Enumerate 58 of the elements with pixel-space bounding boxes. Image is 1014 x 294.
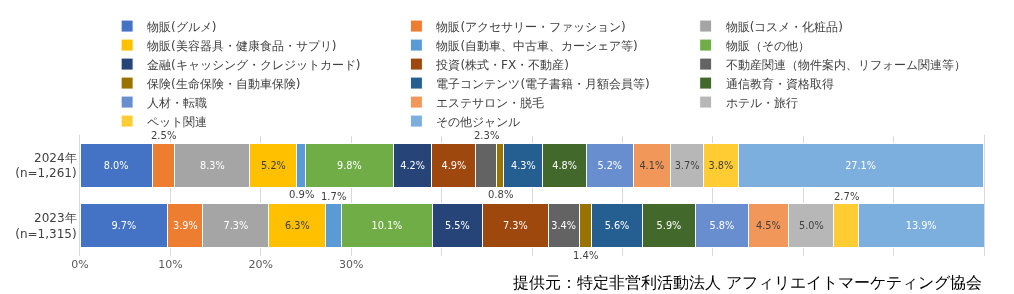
y-tick-label: 2024年 (n=1,261) <box>15 150 77 181</box>
legend-label: 通信教育・資格取得 <box>725 76 834 91</box>
data-label: 5.2% <box>261 159 286 171</box>
x-tick-label: 10% <box>158 258 183 271</box>
data-label: 8.3% <box>200 159 225 171</box>
data-label: 7.3% <box>502 220 528 232</box>
data-label: 9.8% <box>337 159 362 171</box>
data-label: 4.8% <box>552 159 577 171</box>
data-label: 4.9% <box>441 159 467 171</box>
legend-label: 物販(コスメ・化粧品) <box>725 19 844 34</box>
data-label: 3.9% <box>172 220 198 232</box>
data-label: 4.2% <box>400 159 426 171</box>
data-label: 10.1% <box>371 220 403 232</box>
legend-label: 人材・転職 <box>147 95 208 110</box>
data-label: 1.4% <box>573 250 599 261</box>
data-label: 5.8% <box>709 220 735 232</box>
legend-label: その他ジャンル <box>436 114 521 129</box>
legend-label: 物販(グルメ) <box>147 19 217 34</box>
data-label: 3.8% <box>708 159 734 171</box>
data-label: 5.2% <box>597 159 623 171</box>
legend-label: 物販(自動車、中古車、カーシェア等) <box>436 38 638 53</box>
legend-label: 保険(生命保険・自動車保険) <box>147 76 301 91</box>
x-tick-label: 0% <box>71 258 89 271</box>
text: 提供元：特定非営利活動法人 アフィリエイトマーケティング協会 <box>513 273 983 292</box>
legend-label: エステサロン・脱毛 <box>436 95 545 110</box>
legend-label: 物販(アクセサリー・ファッション) <box>436 19 626 34</box>
legend-label: 不動産関連（物件案内、リフォーム関連等） <box>725 57 966 72</box>
legend-label: ホテル・旅行 <box>725 95 798 110</box>
data-label: 4.3% <box>511 159 536 171</box>
data-label: 5.9% <box>656 220 682 232</box>
data-label: 2.7% <box>834 191 860 202</box>
data-label: 4.5% <box>756 220 781 232</box>
data-label: 8.0% <box>103 159 129 171</box>
data-label: 5.6% <box>604 220 630 232</box>
data-label: 9.7% <box>111 220 137 232</box>
data-label: 1.7% <box>321 191 347 202</box>
x-tick-label: 30% <box>338 258 364 271</box>
x-tick-label: 20% <box>248 258 274 271</box>
data-label: 6.3% <box>285 220 310 232</box>
data-label: 0.9% <box>289 189 315 200</box>
data-label: 3.7% <box>674 159 700 171</box>
data-label: 13.9% <box>905 220 937 232</box>
data-label: 27.1% <box>845 159 877 171</box>
legend-label: 物販(美容器具・健康食品・サプリ) <box>147 38 337 53</box>
legend-label: 物販（その他） <box>725 38 810 53</box>
data-label: 7.3% <box>223 220 249 232</box>
data-label: 0.8% <box>488 189 514 200</box>
legend-label: ペット関連 <box>147 114 208 129</box>
y-tick-label: 2023年 (n=1,315) <box>15 211 77 241</box>
data-label: 2.3% <box>474 130 500 141</box>
legend-label: 投資(株式・FX・不動産) <box>435 57 569 72</box>
data-label: 5.5% <box>445 220 470 232</box>
legend-label: 電子コンテンツ(電子書籍・月額会員等) <box>436 76 650 91</box>
data-label: 3.4% <box>551 220 576 232</box>
data-label: 2.5% <box>151 130 177 141</box>
data-label: 5.0% <box>798 220 824 232</box>
legend-label: 金融(キャッシング・クレジットカード) <box>147 57 361 72</box>
data-label: 4.1% <box>639 159 665 171</box>
